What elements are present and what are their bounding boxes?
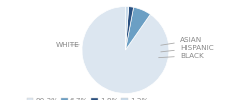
Wedge shape — [126, 7, 150, 50]
Text: ASIAN: ASIAN — [161, 37, 202, 45]
Legend: 90.3%, 6.7%, 1.8%, 1.2%: 90.3%, 6.7%, 1.8%, 1.2% — [27, 98, 148, 100]
Wedge shape — [82, 6, 169, 94]
Wedge shape — [126, 7, 134, 50]
Wedge shape — [126, 6, 129, 50]
Text: BLACK: BLACK — [159, 53, 204, 59]
Text: WHITE: WHITE — [56, 42, 80, 48]
Text: HISPANIC: HISPANIC — [161, 45, 214, 52]
